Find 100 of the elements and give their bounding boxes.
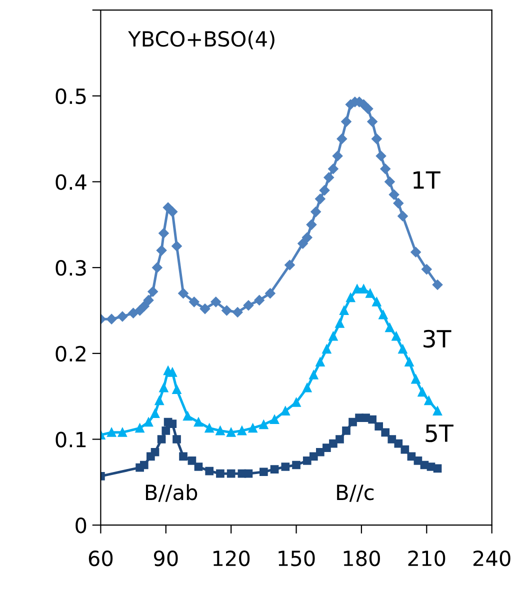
point	[188, 456, 196, 465]
point	[162, 426, 170, 435]
point	[306, 220, 317, 230]
point	[292, 460, 300, 470]
point	[183, 412, 192, 421]
point	[148, 286, 158, 297]
point	[205, 466, 214, 476]
point	[340, 306, 349, 316]
point	[424, 396, 434, 406]
point	[319, 185, 330, 196]
point	[359, 284, 368, 294]
point	[237, 426, 246, 436]
point	[270, 465, 279, 474]
point	[204, 424, 214, 433]
point	[144, 418, 154, 427]
point	[150, 409, 160, 418]
point	[328, 164, 338, 174]
point	[178, 288, 188, 298]
point	[385, 323, 394, 332]
point	[172, 241, 182, 252]
point	[106, 314, 117, 324]
point	[315, 194, 326, 204]
point	[378, 310, 388, 320]
point	[302, 383, 312, 392]
point	[372, 134, 382, 144]
point	[167, 206, 178, 217]
annotation: B//c	[337, 484, 374, 502]
point	[156, 245, 167, 256]
point	[410, 247, 421, 258]
point	[135, 424, 144, 433]
point	[392, 332, 401, 341]
point	[432, 280, 443, 290]
point	[368, 415, 376, 424]
point	[322, 344, 332, 354]
point	[366, 288, 375, 298]
point	[172, 384, 182, 394]
series-label: 1T	[413, 171, 440, 189]
point	[388, 435, 396, 444]
x-tick-label: 150	[278, 550, 315, 566]
point	[265, 288, 276, 298]
point	[316, 357, 325, 367]
point	[260, 468, 268, 476]
point	[367, 116, 378, 127]
point	[376, 150, 386, 162]
point	[348, 418, 357, 426]
point	[404, 357, 414, 367]
point	[322, 444, 331, 452]
point	[280, 406, 290, 416]
series-label: 5T	[426, 424, 454, 442]
point	[117, 311, 128, 322]
point	[388, 190, 400, 200]
point	[341, 116, 352, 127]
point	[418, 388, 427, 397]
point	[107, 428, 116, 437]
point	[168, 368, 177, 377]
point	[154, 396, 164, 406]
point	[159, 383, 168, 392]
point	[243, 300, 254, 310]
point	[302, 456, 312, 465]
point	[259, 420, 268, 430]
y-tick-label: 0.5	[56, 88, 86, 104]
y-tick-label: 0.1	[56, 432, 86, 448]
annotation: YBCO+BSO(4)	[128, 30, 274, 50]
x-tick-label: 180	[344, 550, 380, 566]
x-tick-label: 240	[473, 550, 510, 566]
point	[158, 228, 169, 238]
point	[346, 293, 356, 302]
point	[302, 232, 312, 243]
point	[374, 422, 384, 431]
point	[284, 260, 295, 270]
point	[372, 297, 382, 306]
x-tick-label: 90	[154, 550, 178, 566]
point	[194, 418, 203, 427]
point	[342, 426, 350, 435]
point	[394, 439, 403, 448]
point	[150, 448, 160, 456]
x-tick-label: 120	[213, 550, 250, 566]
x-tick-label: 210	[408, 550, 446, 566]
point	[210, 296, 221, 308]
point	[139, 301, 150, 312]
point	[398, 344, 408, 354]
point	[128, 308, 138, 318]
x-tick-label: 60	[88, 550, 113, 566]
point	[298, 238, 308, 249]
point	[384, 176, 395, 187]
point	[309, 370, 318, 380]
point	[381, 428, 390, 437]
point	[433, 406, 442, 416]
point	[316, 448, 324, 456]
point	[411, 374, 420, 384]
point	[194, 462, 203, 471]
point	[140, 460, 148, 470]
point	[152, 262, 162, 273]
point	[400, 445, 410, 454]
point	[222, 305, 232, 316]
point	[332, 150, 343, 162]
point	[310, 206, 321, 217]
point	[254, 295, 264, 306]
point	[335, 318, 344, 328]
point	[270, 415, 280, 424]
